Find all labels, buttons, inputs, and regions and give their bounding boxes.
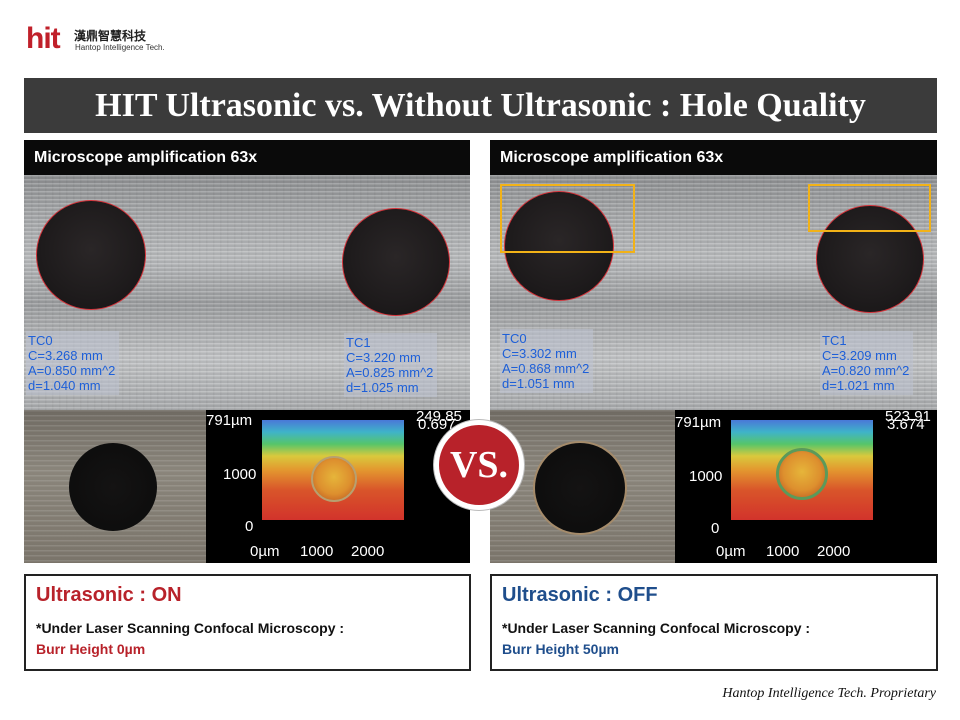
plot-y-1000: 1000 [223, 466, 257, 483]
left-hole-profile [311, 456, 357, 502]
right-confocal-plot: 791µm 523.91 3.674 1000 0 0µm 1000 2000 [675, 410, 937, 563]
measure-area: A=0.850 mm^2 [28, 363, 116, 378]
measure-label: TC0 [502, 331, 527, 346]
left-measurement-tc0: TC0 C=3.268 mm A=0.850 mm^2 d=1.040 mm [26, 331, 120, 395]
plot-x-0: 0µm [250, 543, 280, 560]
plot-top-label: 791µm [206, 412, 253, 429]
right-panel-header: Microscope amplification 63x [490, 140, 937, 175]
plot-x-2000: 2000 [817, 543, 851, 560]
measure-diameter: d=1.040 mm [28, 378, 101, 393]
measure-diameter: d=1.021 mm [822, 378, 895, 393]
burr-highlight-box-2 [808, 184, 931, 232]
measure-area: A=0.825 mm^2 [346, 365, 434, 380]
measure-diameter: d=1.025 mm [346, 380, 419, 395]
measure-circumference: C=3.302 mm [502, 346, 577, 361]
result-subtitle: *Under Laser Scanning Confocal Microscop… [36, 620, 345, 636]
plot-x-0: 0µm [716, 543, 746, 560]
plot-y-0: 0 [711, 520, 720, 537]
measure-label: TC0 [28, 333, 53, 348]
measure-diameter: d=1.051 mm [502, 376, 575, 391]
company-logo: hit 漢鼎智慧科技 Hantop Intelligence Tech. [26, 22, 176, 56]
right-measurement-tc0: TC0 C=3.302 mm A=0.868 mm^2 d=1.051 mm [500, 329, 594, 393]
plot-x-2000: 2000 [351, 543, 385, 560]
result-box-off: Ultrasonic : OFF *Under Laser Scanning C… [490, 574, 938, 671]
right-hole-tc0 [504, 191, 614, 301]
logo-brand: hit [26, 22, 61, 55]
result-subtitle: *Under Laser Scanning Confocal Microscop… [502, 620, 811, 636]
title-bar: HIT Ultrasonic vs. Without Ultrasonic : … [24, 78, 937, 133]
page-title: HIT Ultrasonic vs. Without Ultrasonic : … [95, 86, 866, 124]
measure-area: A=0.820 mm^2 [822, 363, 910, 378]
result-title: Ultrasonic : ON [36, 584, 182, 606]
right-photo-hole [535, 443, 625, 533]
left-hole-tc0 [36, 200, 146, 310]
logo-chinese-name: 漢鼎智慧科技 [74, 29, 147, 43]
plot-y-0: 0 [245, 518, 254, 535]
result-title: Ultrasonic : OFF [502, 584, 658, 606]
measure-circumference: C=3.220 mm [346, 350, 421, 365]
plot-right-label: 0.697 [418, 416, 456, 433]
plot-y-1000: 1000 [689, 468, 723, 485]
plot-right-label: 3.674 [887, 416, 925, 433]
plot-right-label-2: 523.91 [885, 410, 931, 425]
right-measurement-tc1: TC1 C=3.209 mm A=0.820 mm^2 d=1.021 mm [820, 331, 914, 395]
right-height-surface [731, 420, 873, 520]
measure-label: TC1 [346, 335, 371, 350]
left-height-surface [262, 420, 404, 520]
left-hole-photo [24, 410, 206, 563]
left-measurement-tc1: TC1 C=3.220 mm A=0.825 mm^2 d=1.025 mm [344, 333, 438, 397]
left-hole-tc1 [342, 208, 450, 316]
burr-highlight-box-1 [500, 184, 635, 253]
result-value: Burr Height 50µm [502, 641, 619, 657]
result-box-on: Ultrasonic : ON *Under Laser Scanning Co… [24, 574, 471, 671]
right-microscope-image: TC0 C=3.302 mm A=0.868 mm^2 d=1.051 mm T… [490, 175, 937, 410]
left-panel-header: Microscope amplification 63x [24, 140, 470, 175]
vs-badge-text: VS. [449, 444, 509, 486]
right-hole-tc1 [816, 205, 924, 313]
vs-badge: VS. [434, 420, 524, 510]
measure-circumference: C=3.268 mm [28, 348, 103, 363]
plot-right-label-2: 249.85 [416, 410, 462, 425]
logo-english-name: Hantop Intelligence Tech. [75, 43, 165, 52]
left-microscope-image: TC0 C=3.268 mm A=0.850 mm^2 d=1.040 mm T… [24, 175, 470, 410]
footer-proprietary: Hantop Intelligence Tech. Proprietary [722, 686, 936, 701]
result-value: Burr Height 0µm [36, 641, 146, 657]
left-confocal-plot: 791µm 249.85 0.697 1000 0 0µm 1000 2000 [206, 410, 470, 563]
measure-circumference: C=3.209 mm [822, 348, 897, 363]
left-photo-hole [69, 443, 157, 531]
vs-badge-circle: VS. [439, 425, 519, 505]
right-hole-profile [776, 448, 828, 500]
plot-top-label: 791µm [675, 414, 722, 431]
measure-label: TC1 [822, 333, 847, 348]
right-hole-photo [490, 410, 675, 563]
plot-x-1000: 1000 [766, 543, 800, 560]
plot-x-1000: 1000 [300, 543, 334, 560]
measure-area: A=0.868 mm^2 [502, 361, 590, 376]
